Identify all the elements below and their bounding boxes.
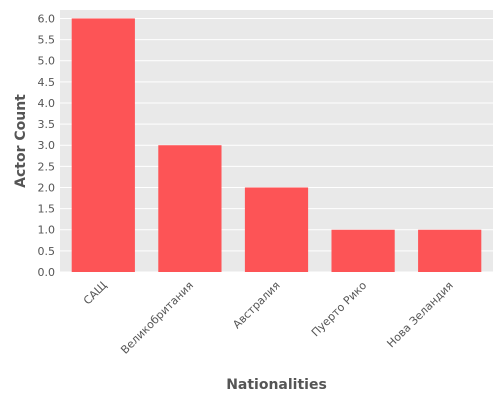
x-tick-label: Пуерто Рико: [309, 279, 370, 340]
bars: [71, 18, 482, 272]
y-tick-label: 5.5: [38, 34, 56, 47]
y-tick-label: 6.0: [38, 12, 56, 25]
x-tick-label: САЩ: [81, 279, 109, 307]
x-tick-label: Великобритания: [118, 279, 196, 357]
y-tick-labels: 0.0 0.5 1.0 1.5 2.0 2.5 3.0 3.5 4.0 4.5 5.0 5.5 6.0: [38, 12, 56, 279]
y-tick-label: 3.0: [38, 139, 56, 152]
y-tick-label: 1.0: [38, 224, 56, 237]
y-tick-label: 1.5: [38, 203, 56, 216]
y-tick-label: 0.5: [38, 245, 56, 258]
y-tick-label: 3.5: [38, 118, 56, 131]
bar: [244, 187, 309, 272]
y-tick-label: 0.0: [38, 266, 56, 279]
bar: [158, 145, 222, 272]
x-tick-label: Австралия: [230, 279, 282, 331]
y-tick-label: 4.0: [38, 97, 56, 110]
x-axis-title: Nationalities: [226, 377, 327, 393]
x-tick-label: Нова Зеландия: [384, 279, 455, 350]
bar: [71, 18, 135, 272]
bar: [418, 229, 482, 272]
y-tick-label: 2.0: [38, 181, 56, 194]
y-tick-label: 4.5: [38, 76, 56, 89]
y-tick-label: 5.0: [38, 55, 56, 68]
y-axis-title: Actor Count: [13, 94, 29, 188]
x-tick-labels: САЩ Великобритания Австралия Пуерто Рико Нов…: [81, 279, 456, 357]
bar: [331, 229, 395, 272]
y-tick-label: 2.5: [38, 160, 56, 173]
